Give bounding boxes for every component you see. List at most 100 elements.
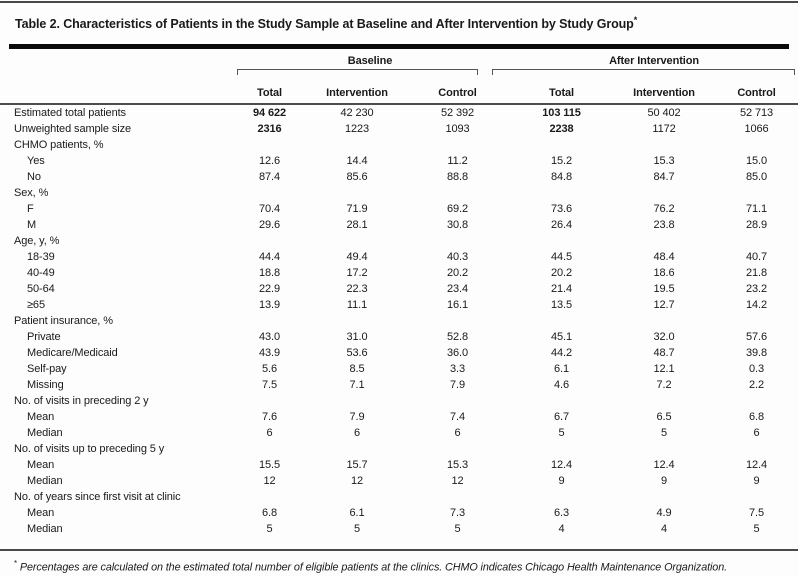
row-label: Unweighted sample size (14, 123, 132, 136)
cell-value: 52 392 (440, 107, 475, 120)
cell-value (405, 233, 510, 249)
row-label: CHMO patients, % (14, 139, 104, 152)
cell-value: 7.9 (349, 411, 365, 424)
table-row: Yes 12.6 14.4 11.2 15.2 15.3 15.0 (0, 153, 798, 169)
row-label: Age, y, % (14, 235, 60, 248)
cell-value: 5 (266, 523, 273, 536)
cell-value: 6.5 (656, 411, 672, 424)
cell-value (405, 185, 510, 201)
cell-value: 7.3 (450, 507, 465, 520)
row-label: Missing (27, 379, 64, 392)
cell-value: 13.5 (551, 299, 573, 312)
cell-value (715, 185, 798, 201)
table-row: Median 6 6 6 5 5 6 (0, 425, 798, 441)
table-row: Estimated total patients 94 622 42 230 52 3… (0, 104, 798, 121)
cell-value: 6 (266, 427, 273, 440)
cell-value: 7.6 (262, 411, 277, 424)
cell-value (715, 393, 798, 409)
patients-table: Baseline After Intervention Total Interv… (0, 49, 798, 537)
cell-value: 18.6 (653, 267, 675, 280)
cell-value: 6 (353, 427, 361, 440)
table-row: 40-49 18.8 17.2 20.2 20.2 18.6 21.8 (0, 265, 798, 281)
row-label: M (27, 219, 37, 232)
cell-value: 9 (753, 475, 760, 488)
cell-value: 12.4 (653, 459, 675, 472)
cell-value (613, 137, 715, 153)
table-row: No. of visits in preceding 2 y (0, 393, 798, 409)
cell-value (613, 313, 715, 329)
cell-value: 94 622 (252, 107, 287, 120)
cell-value: 44.5 (551, 251, 573, 264)
cell-value: 6.8 (749, 411, 765, 424)
cell-value: 6.1 (349, 507, 365, 520)
row-label: No. of visits up to preceding 5 y (14, 443, 165, 456)
cell-value (510, 185, 613, 201)
cell-value: 40.7 (746, 251, 768, 264)
cell-value: 4 (558, 523, 565, 536)
group-label-after-intervention: After Intervention (609, 55, 699, 68)
cell-value: 50 402 (647, 107, 681, 120)
cell-value (309, 313, 405, 329)
cell-value: 22.3 (346, 283, 368, 296)
cell-value (510, 441, 613, 457)
cell-value: 15.7 (346, 459, 368, 472)
cell-value: 5.6 (262, 363, 277, 376)
row-label: Sex, % (14, 187, 49, 200)
table-row: Missing 7.5 7.1 7.9 4.6 7.2 2.2 (0, 377, 798, 393)
table-row: 50-64 22.9 22.3 23.4 21.4 19.5 23.2 (0, 281, 798, 297)
table-row: Sex, % (0, 185, 798, 201)
cell-value: 20.2 (551, 267, 573, 280)
cell-value (510, 313, 613, 329)
cell-value: 85.6 (346, 171, 368, 184)
cell-value: 14.4 (346, 155, 368, 168)
cell-value: 12.7 (653, 299, 675, 312)
cell-value: 28.9 (746, 219, 768, 232)
col-header-baseline-intervention: Intervention (309, 77, 405, 106)
cell-value: 31.0 (346, 331, 368, 344)
cell-value (230, 393, 309, 409)
cell-value: 1172 (652, 123, 676, 136)
header-thick-bar (9, 43, 789, 50)
bracket-row (0, 69, 798, 77)
table-row: F 70.4 71.9 69.2 73.6 76.2 71.1 (0, 201, 798, 217)
cell-value: 7.1 (349, 379, 365, 392)
cell-value: 15.3 (447, 459, 469, 472)
table-row: Mean 15.5 15.7 15.3 12.4 12.4 12.4 (0, 457, 798, 473)
cell-value: 49.4 (346, 251, 368, 264)
cell-value: 84.7 (653, 171, 675, 184)
row-label: No. of years since first visit at clinic (14, 491, 181, 504)
cell-value: 2.2 (749, 379, 765, 392)
col-header-after-control: Control (715, 77, 798, 106)
cell-value: 1093 (445, 123, 470, 136)
cell-value (309, 233, 405, 249)
cell-value: 23.8 (653, 219, 675, 232)
cell-value (715, 233, 798, 249)
row-label: Median (27, 475, 63, 488)
row-label: Yes (27, 155, 45, 168)
row-label: No (27, 171, 41, 184)
cell-value: 6 (753, 427, 760, 440)
cell-value: 23.4 (447, 283, 469, 296)
column-header-row: Total Intervention Control Total Interve… (0, 77, 798, 106)
cell-value: 5 (753, 523, 760, 536)
title-footnote-marker: * (633, 15, 638, 25)
cell-value: 6 (454, 427, 461, 440)
cell-value: 22.9 (258, 283, 280, 296)
row-label: No. of visits in preceding 2 y (14, 395, 149, 408)
cell-value (510, 233, 613, 249)
cell-value: 16.1 (447, 299, 469, 312)
cell-value: 42 230 (340, 107, 374, 120)
cell-value: 8.5 (349, 363, 365, 376)
cell-value: 7.5 (749, 507, 765, 520)
cell-value: 5 (454, 523, 461, 536)
cell-value: 9 (558, 475, 565, 488)
cell-value: 45.1 (551, 331, 573, 344)
col-header-after-intervention: Intervention (613, 77, 716, 106)
cell-value: 12.6 (258, 155, 280, 168)
cell-value: 2238 (549, 123, 574, 136)
cell-value: 15.0 (746, 155, 768, 168)
cell-value: 20.2 (447, 267, 469, 280)
cell-value (309, 489, 405, 505)
cell-value: 84.8 (551, 171, 573, 184)
